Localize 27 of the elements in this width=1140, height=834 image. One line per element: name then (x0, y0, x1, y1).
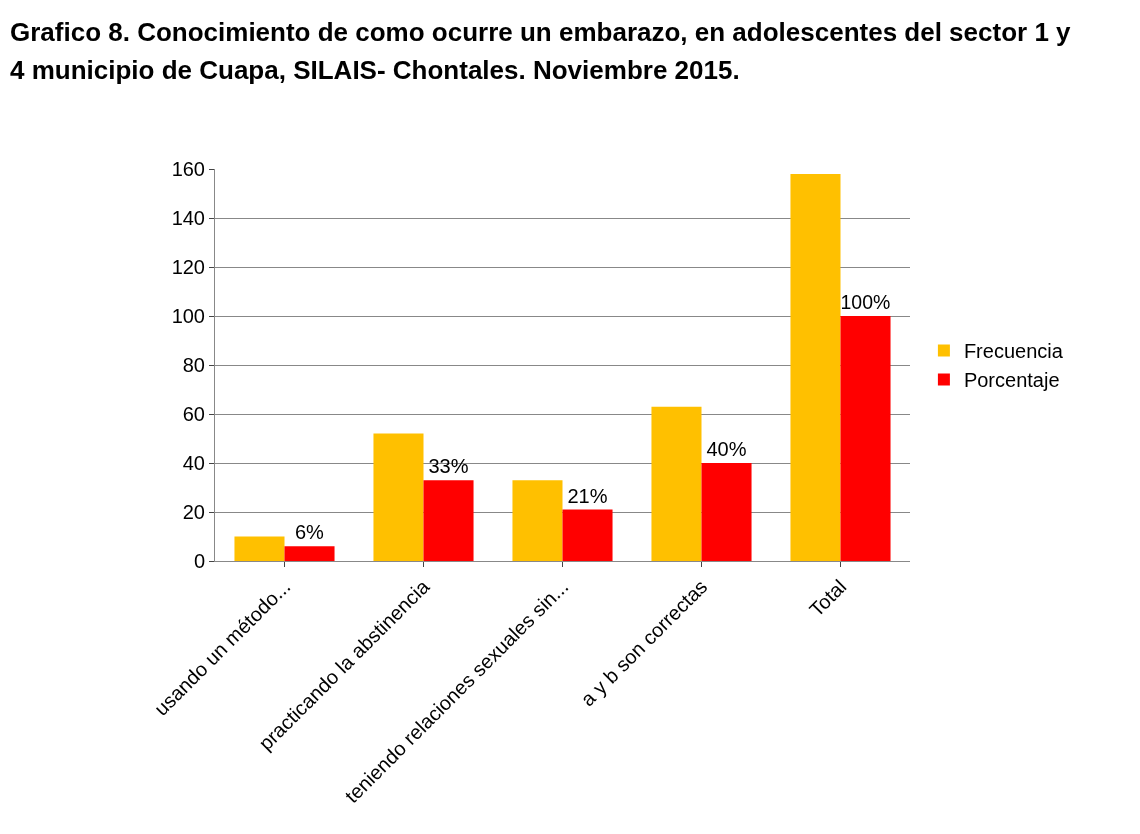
y-tick-label: 120 (171, 256, 205, 279)
bar (790, 174, 841, 562)
chart-title: Grafico 8. Conocimiento de como ocurre un embarazo, en adolescentes del sector 1 y 4 municipio de Cuapa, SILAIS- Chontales. Noviembre 2015. (9, 16, 1072, 87)
y-tick-label: 0 (193, 550, 205, 573)
data-label: 21% (567, 484, 608, 507)
y-tick-label: 160 (171, 158, 205, 181)
y-tick-label: 60 (182, 403, 205, 426)
bar (373, 433, 424, 562)
bar (840, 316, 891, 562)
data-label: 100% (840, 291, 891, 314)
legend-label: Porcentaje (963, 369, 1060, 392)
y-tick-label: 20 (182, 501, 205, 524)
bar (512, 480, 563, 562)
y-tick-label: 40 (182, 452, 205, 475)
data-label: 40% (706, 438, 747, 461)
y-tick-label: 80 (182, 354, 205, 377)
y-tick-label: 100 (171, 305, 205, 328)
bar (701, 463, 752, 562)
data-label: 33% (428, 455, 469, 478)
legend-label: Frecuencia (963, 340, 1064, 363)
data-label: 6% (294, 521, 325, 544)
bar (423, 480, 474, 562)
bar (651, 407, 702, 562)
y-tick-label: 140 (171, 207, 205, 230)
bar (562, 509, 613, 562)
bar (234, 536, 285, 562)
bar (284, 546, 335, 562)
